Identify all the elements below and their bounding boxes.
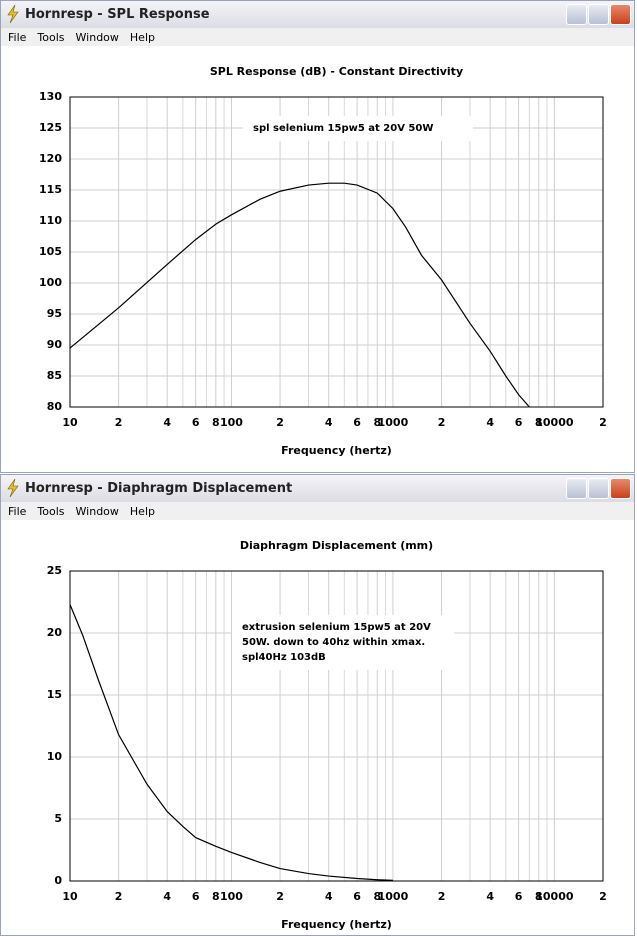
- x-tick-label: 2: [438, 890, 446, 903]
- x-tick-label: 8: [212, 890, 220, 903]
- plot-frame: [69, 570, 604, 882]
- title-bar: Hornresp - SPL Response: [1, 1, 634, 28]
- x-tick-label: 10: [62, 416, 78, 429]
- y-tick-label: 15: [47, 688, 62, 701]
- x-tick-label: 1000: [378, 416, 409, 429]
- y-tick-label: 100: [39, 276, 62, 289]
- close-button[interactable]: [610, 4, 631, 25]
- y-tick-label: 120: [39, 152, 62, 165]
- title-bar: Hornresp - Diaphragm Displacement: [1, 475, 634, 502]
- x-tick-label: 4: [486, 416, 494, 429]
- menu-item[interactable]: File: [8, 31, 27, 44]
- y-tick-label: 0: [54, 874, 62, 887]
- x-tick-label: 8: [373, 416, 381, 429]
- menu-item[interactable]: File: [8, 505, 27, 518]
- annotation-box: [243, 116, 473, 141]
- y-tick-label: 105: [39, 245, 62, 258]
- x-tick-label: 6: [353, 890, 361, 903]
- y-tick-label: 25: [47, 564, 62, 577]
- series-line: [69, 182, 530, 408]
- y-tick-label: 115: [39, 183, 62, 196]
- y-tick-label: 95: [47, 307, 62, 320]
- x-tick-label: 10000: [535, 890, 574, 903]
- window-title: Hornresp - Diaphragm Displacement: [25, 481, 293, 496]
- menu-item[interactable]: Window: [75, 505, 119, 518]
- y-tick-label: 10: [47, 750, 63, 763]
- app-icon: [7, 479, 19, 497]
- app-icon: [7, 5, 19, 23]
- x-tick-label: 4: [163, 416, 171, 429]
- menu-item[interactable]: Tools: [37, 505, 65, 518]
- menu-item[interactable]: Help: [129, 505, 155, 518]
- y-tick-label: 20: [47, 626, 63, 639]
- menu-bar: File Tools Window Help: [1, 28, 634, 46]
- window: Hornresp - Diaphragm Displacement File To…: [0, 474, 635, 936]
- chart: Diaphragm Displacement (mm) Frequency (he…: [47, 539, 607, 931]
- x-tick-label: 2: [438, 416, 446, 429]
- series-line: [69, 604, 393, 881]
- chart-title: Diaphragm Displacement (mm): [240, 539, 433, 552]
- menu-item[interactable]: Tools: [37, 31, 65, 44]
- x-tick-label: 2: [115, 890, 123, 903]
- x-tick-label: 2: [276, 890, 284, 903]
- x-tick-label: 4: [325, 890, 333, 903]
- x-tick-label: 2: [599, 416, 607, 429]
- plot-frame: [69, 96, 604, 408]
- menu-bar: File Tools Window Help: [1, 502, 634, 520]
- y-tick-label: 85: [47, 369, 62, 382]
- window: Hornresp - SPL Response File Tools Window H…: [0, 0, 635, 473]
- x-tick-label: 8: [535, 890, 543, 903]
- minimize-button[interactable]: [566, 4, 587, 25]
- x-tick-label: 2: [599, 890, 607, 903]
- x-tick-label: 2: [115, 416, 123, 429]
- x-axis-label: Frequency (hertz): [281, 444, 392, 457]
- x-tick-label: 6: [515, 890, 523, 903]
- close-button[interactable]: [610, 478, 631, 499]
- y-tick-label: 80: [47, 400, 63, 413]
- annotation-box: [232, 615, 454, 670]
- x-tick-label: 6: [192, 890, 200, 903]
- x-tick-label: 1000: [378, 890, 409, 903]
- annotation: 50W. down to 40hz within xmax.: [242, 637, 425, 648]
- x-tick-label: 100: [220, 890, 243, 903]
- x-tick-label: 4: [486, 890, 494, 903]
- x-tick-label: 100: [220, 416, 243, 429]
- x-tick-label: 4: [163, 890, 171, 903]
- x-tick-label: 8: [373, 890, 381, 903]
- y-tick-label: 90: [47, 338, 63, 351]
- x-tick-label: 8: [535, 416, 543, 429]
- x-tick-label: 6: [353, 416, 361, 429]
- maximize-button[interactable]: [588, 478, 609, 499]
- y-tick-label: 110: [39, 214, 62, 227]
- menu-item[interactable]: Window: [75, 31, 119, 44]
- x-tick-label: 8: [212, 416, 220, 429]
- y-tick-label: 130: [39, 90, 62, 103]
- x-tick-label: 6: [515, 416, 523, 429]
- annotation: extrusion selenium 15pw5 at 20V: [242, 622, 431, 633]
- menu-item[interactable]: Help: [129, 31, 155, 44]
- x-tick-label: 10000: [535, 416, 574, 429]
- x-tick-label: 6: [192, 416, 200, 429]
- x-tick-label: 4: [325, 416, 333, 429]
- chart: SPL Response (dB) - Constant Directivity…: [39, 65, 607, 457]
- window-title: Hornresp - SPL Response: [25, 7, 210, 22]
- x-tick-label: 2: [276, 416, 284, 429]
- y-tick-label: 125: [39, 121, 62, 134]
- chart-title: SPL Response (dB) - Constant Directivity: [210, 65, 463, 78]
- maximize-button[interactable]: [588, 4, 609, 25]
- x-axis-label: Frequency (hertz): [281, 918, 392, 931]
- minimize-button[interactable]: [566, 478, 587, 499]
- annotation: spl selenium 15pw5 at 20V 50W: [253, 123, 433, 134]
- y-tick-label: 5: [54, 812, 62, 825]
- annotation: spl40Hz 103dB: [242, 652, 326, 663]
- x-tick-label: 10: [62, 890, 78, 903]
